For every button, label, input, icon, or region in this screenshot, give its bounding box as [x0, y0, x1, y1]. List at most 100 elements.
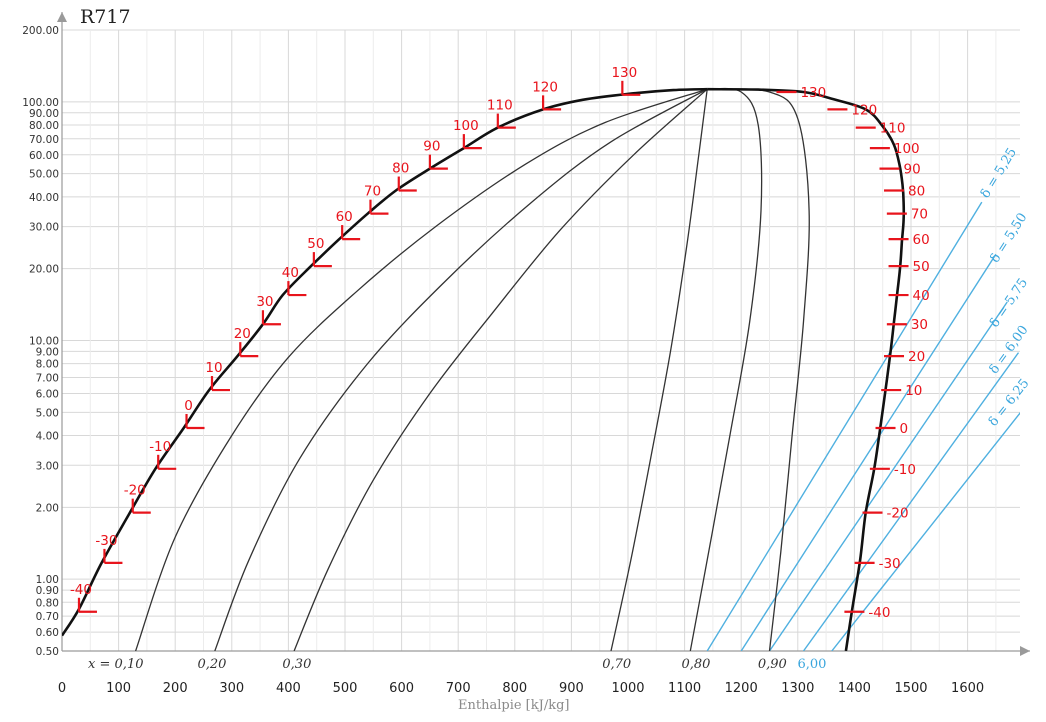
temp-label: 120	[851, 102, 877, 118]
temp-label: -40	[70, 582, 92, 598]
y-tick-label: 4.00	[36, 430, 59, 442]
y-tick-label: 6.00	[36, 388, 59, 400]
temp-label: 80	[392, 161, 409, 177]
y-tick-label: 50.00	[29, 169, 59, 181]
x-axis-line-label: 0,30	[282, 657, 311, 672]
temp-label: 70	[364, 184, 381, 200]
saturated-vapor-line	[707, 87, 906, 651]
y-axis-arrow	[57, 12, 67, 22]
temp-label: 100	[453, 118, 479, 134]
x-axis-arrow	[1020, 646, 1030, 656]
temp-label: 20	[908, 349, 925, 365]
x-tick-label: 400	[276, 681, 301, 696]
temp-label: 110	[487, 98, 513, 114]
y-tick-label: 200.00	[22, 25, 59, 37]
x-tick-label: 1200	[725, 681, 758, 696]
temp-label: 30	[256, 294, 273, 310]
x-axis-label: Enthalpie [kJ/kg]	[458, 698, 570, 713]
x-tick-label: 1400	[838, 681, 871, 696]
entropy-line	[706, 201, 983, 651]
temp-label: 10	[905, 383, 922, 399]
chart-title: R717	[80, 6, 131, 28]
y-tick-label: 9.00	[36, 346, 59, 358]
x-axis-line-label: 0,70	[602, 657, 631, 672]
y-tick-label: 60.00	[29, 150, 59, 162]
y-tick-label: 100.00	[22, 97, 59, 109]
x-tick-label: 800	[502, 681, 527, 696]
x-axis-line-label: 6,00	[797, 657, 826, 672]
temp-label: 60	[336, 209, 353, 225]
entropy-line	[802, 352, 1020, 651]
y-tick-label: 0.70	[36, 611, 59, 623]
y-tick-label: 90.00	[29, 108, 59, 120]
temp-label: -40	[868, 605, 890, 621]
entropy-label: δ = 6,25	[986, 376, 1032, 429]
temp-label: 80	[908, 184, 925, 200]
quality-line	[214, 88, 708, 651]
quality-line	[610, 89, 708, 651]
y-tick-label: 70.00	[29, 134, 59, 146]
x-axis-line-label: x = 0,10	[88, 657, 143, 672]
x-tick-label: 1500	[894, 681, 927, 696]
quality-line	[707, 88, 810, 651]
temp-label: 0	[900, 421, 909, 437]
y-tick-label: 8.00	[36, 359, 59, 371]
y-tick-label: 0.90	[36, 585, 59, 597]
temp-label: -10	[149, 439, 171, 455]
x-tick-label: 600	[389, 681, 414, 696]
y-tick-label: 7.00	[36, 372, 59, 384]
temp-label: 30	[911, 317, 928, 333]
temp-label: 50	[307, 236, 324, 252]
entropy-label: δ = 5,25	[978, 145, 1020, 201]
x-tick-label: 700	[446, 681, 471, 696]
temp-label: -20	[887, 506, 909, 522]
entropy-line	[740, 253, 997, 651]
temp-label: 70	[911, 207, 928, 223]
entropy-line	[768, 301, 1008, 651]
temp-label: 20	[234, 326, 251, 342]
temp-label: 60	[913, 232, 930, 248]
x-tick-label: 500	[333, 681, 358, 696]
axes	[57, 12, 1030, 656]
y-tick-label: 2.00	[36, 502, 59, 514]
temp-label: -20	[124, 483, 146, 499]
temp-label: 90	[903, 162, 920, 178]
temperature-marks: -40-30-20-100102030405060708090100110120…	[70, 65, 930, 621]
temp-label: -30	[95, 533, 117, 549]
y-tick-label: 20.00	[29, 264, 59, 276]
x-axis-line-label: 0,90	[758, 657, 787, 672]
temp-label: 100	[894, 141, 920, 157]
y-tick-label: 80.00	[29, 120, 59, 132]
quality-line	[689, 87, 763, 651]
quality-line	[134, 88, 708, 651]
x-tick-label: 1100	[668, 681, 701, 696]
x-tick-label: 1000	[611, 681, 644, 696]
x-tick-label: 1600	[951, 681, 984, 696]
entropy-label: δ = 5,75	[987, 276, 1031, 331]
x-tick-label: 0	[58, 681, 66, 696]
x-axis-line-label: 0,20	[198, 657, 227, 672]
temp-label: 40	[913, 288, 930, 304]
y-tick-label: 0.60	[36, 627, 59, 639]
temp-label: 90	[423, 139, 440, 155]
y-tick-label: 10.00	[29, 336, 59, 348]
temp-label: 50	[913, 259, 930, 275]
temp-label: 0	[184, 398, 193, 414]
x-tick-label: 200	[163, 681, 188, 696]
temp-label: 10	[205, 360, 222, 376]
y-tick-label: 40.00	[29, 192, 59, 204]
plot-area	[62, 87, 1020, 651]
x-tick-label: 100	[106, 681, 131, 696]
temp-label: -30	[879, 556, 901, 572]
y-tick-label: 0.50	[36, 646, 59, 658]
saturated-liquid-line	[62, 87, 708, 637]
temp-label: 130	[800, 85, 826, 101]
x-tick-label: 900	[559, 681, 584, 696]
entropy-label: δ = 5,50	[988, 211, 1031, 266]
entropy-label: δ = 6,00	[987, 323, 1032, 377]
temp-label: 120	[532, 79, 558, 95]
temp-label: 130	[611, 65, 637, 81]
temp-label: -10	[894, 462, 916, 478]
x-tick-label: 1300	[781, 681, 814, 696]
